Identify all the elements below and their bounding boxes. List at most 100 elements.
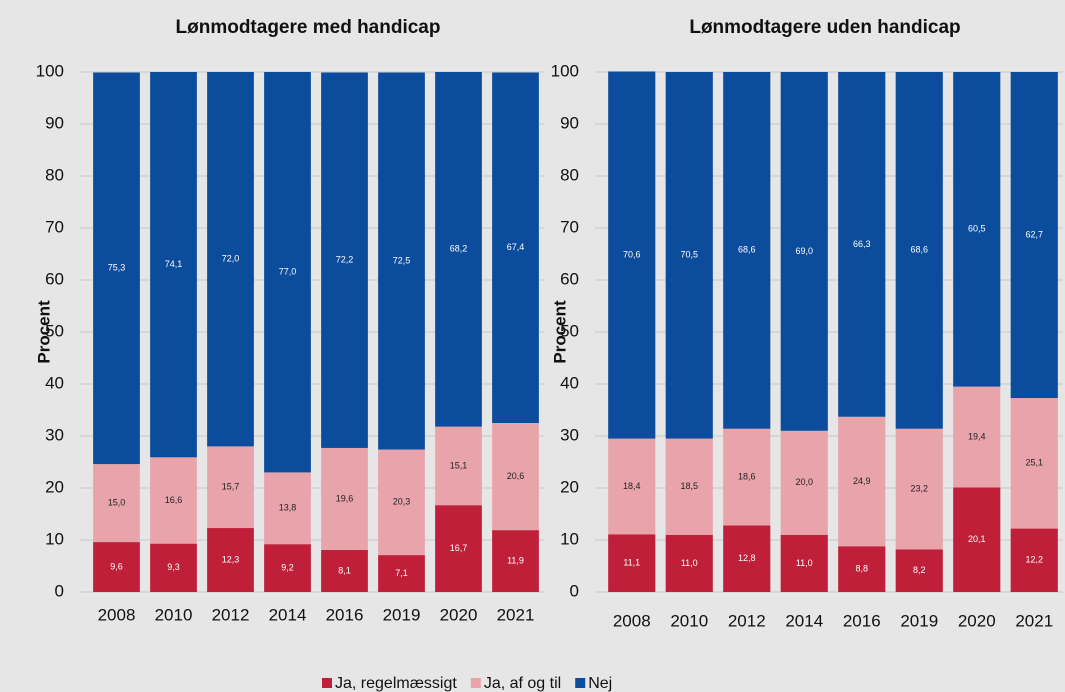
data-label: 15,0 xyxy=(108,497,126,507)
bar-segment xyxy=(723,72,771,429)
bar-segment xyxy=(492,423,539,531)
y-tick-label: 10 xyxy=(45,529,64,548)
x-tick-label: 2014 xyxy=(785,611,823,630)
data-label: 72,2 xyxy=(336,255,354,265)
y-tick-label: 0 xyxy=(55,581,64,600)
data-label: 9,6 xyxy=(110,561,123,571)
data-label: 23,2 xyxy=(910,483,928,493)
data-label: 68,6 xyxy=(910,245,928,255)
data-label: 11,0 xyxy=(796,558,813,568)
data-label: 15,7 xyxy=(222,482,240,492)
bar-segment xyxy=(321,447,368,550)
data-label: 67,4 xyxy=(507,242,525,252)
data-label: 66,3 xyxy=(853,239,871,249)
bar-segment xyxy=(953,72,1001,387)
bar-segment xyxy=(895,72,943,429)
data-label: 20,1 xyxy=(968,534,986,544)
data-label: 75,3 xyxy=(108,263,126,273)
x-tick-label: 2019 xyxy=(900,611,938,630)
bar-segment xyxy=(780,72,828,431)
bar-segment xyxy=(1010,528,1058,592)
data-label: 60,5 xyxy=(968,224,986,234)
bar-segment xyxy=(264,544,311,592)
data-label: 8,2 xyxy=(913,565,926,575)
y-tick-label: 80 xyxy=(560,165,579,184)
legend-label: Ja, af og til xyxy=(484,675,561,692)
y-tick-label: 20 xyxy=(560,477,579,496)
y-axis-label: Procent xyxy=(550,300,569,364)
bar-segment xyxy=(608,71,656,439)
x-tick-label: 2012 xyxy=(728,611,766,630)
bar-segment xyxy=(895,428,943,550)
data-label: 68,2 xyxy=(450,244,468,254)
data-label: 12,3 xyxy=(222,554,240,564)
y-tick-label: 40 xyxy=(560,373,579,392)
data-label: 11,9 xyxy=(507,555,524,565)
legend-swatch xyxy=(470,678,481,688)
data-label: 18,6 xyxy=(738,471,756,481)
bar-segment xyxy=(665,438,713,535)
bar-segment xyxy=(895,549,943,592)
data-label: 72,5 xyxy=(393,255,411,265)
x-tick-label: 2008 xyxy=(613,611,651,630)
bar-segment xyxy=(264,72,311,473)
bar-segment xyxy=(150,543,197,592)
bar-segment xyxy=(435,505,482,592)
bar-segment xyxy=(723,525,771,592)
bar-segment xyxy=(723,428,771,526)
bar-segment xyxy=(838,72,886,417)
legend-swatch xyxy=(322,678,332,688)
x-tick-label: 2014 xyxy=(269,605,307,624)
data-label: 19,6 xyxy=(336,493,354,503)
x-tick-label: 2010 xyxy=(670,611,708,630)
bar-segment xyxy=(207,528,254,592)
y-tick-label: 90 xyxy=(45,113,64,132)
bar-segment xyxy=(321,549,368,592)
y-axis-label: Procent xyxy=(34,300,53,364)
data-label: 18,4 xyxy=(623,481,641,491)
data-label: 9,2 xyxy=(281,562,294,572)
data-label: 74,1 xyxy=(165,259,183,269)
bar-segment xyxy=(838,416,886,547)
x-tick-label: 2020 xyxy=(958,611,996,630)
bar-segment xyxy=(435,426,482,506)
legend-label: Ja, regelmæssigt xyxy=(335,675,457,692)
y-tick-label: 0 xyxy=(570,581,579,600)
data-label: 8,8 xyxy=(855,563,868,573)
bar-segment xyxy=(150,457,197,544)
y-tick-label: 90 xyxy=(560,113,579,132)
data-label: 69,0 xyxy=(795,246,813,256)
data-label: 20,6 xyxy=(507,471,525,481)
bar-segment xyxy=(1010,398,1058,529)
bar-segment xyxy=(264,472,311,545)
bar-segment xyxy=(492,72,539,424)
bar-segment xyxy=(378,72,425,450)
y-tick-label: 70 xyxy=(45,217,64,236)
bar-segment xyxy=(608,534,656,592)
x-tick-label: 2016 xyxy=(326,605,364,624)
bar-segment xyxy=(321,72,368,448)
y-tick-label: 30 xyxy=(560,425,579,444)
bar-segment xyxy=(378,449,425,556)
data-label: 11,1 xyxy=(623,558,640,568)
bar-segment xyxy=(207,72,254,447)
data-label: 20,0 xyxy=(795,477,813,487)
bar-segment xyxy=(1010,72,1058,399)
data-label: 8,1 xyxy=(338,565,351,575)
y-tick-label: 60 xyxy=(45,269,64,288)
y-tick-label: 10 xyxy=(560,529,579,548)
bar-segment xyxy=(953,487,1001,592)
legend-swatch xyxy=(575,678,586,688)
bar-segment xyxy=(780,430,828,535)
bar-segment xyxy=(207,446,254,529)
y-tick-label: 50 xyxy=(45,321,64,340)
data-label: 15,1 xyxy=(450,460,468,470)
bar-segment xyxy=(93,464,140,543)
x-tick-label: 2020 xyxy=(440,605,478,624)
data-label: 12,8 xyxy=(738,553,756,563)
data-label: 19,4 xyxy=(968,431,986,441)
bar-segment xyxy=(953,386,1001,488)
y-tick-label: 100 xyxy=(551,61,579,80)
x-tick-label: 2019 xyxy=(383,605,421,624)
